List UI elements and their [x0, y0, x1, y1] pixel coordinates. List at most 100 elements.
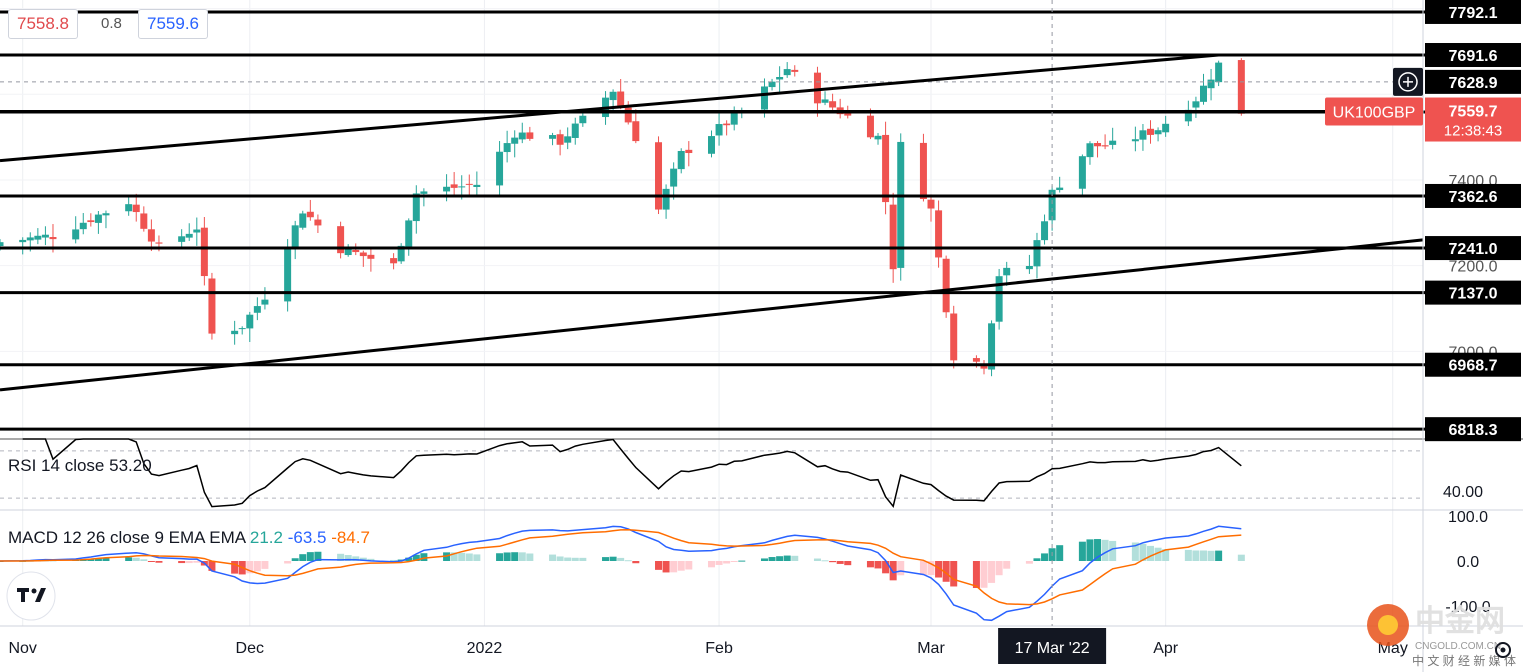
candle [655, 136, 663, 215]
macd-histogram-bar [791, 555, 799, 561]
candle [768, 78, 776, 91]
candle [950, 305, 958, 369]
candle [1056, 176, 1064, 193]
macd-histogram-bar [1199, 550, 1207, 561]
candle [723, 120, 731, 136]
settings-gear-icon[interactable] [1495, 642, 1511, 658]
macd-histogram-bar [253, 561, 261, 572]
macd-histogram-bar [526, 553, 534, 561]
ask-price[interactable]: 7559.6 [138, 9, 208, 39]
price-tick: 7200.0 [1449, 259, 1498, 276]
rsi-line [22, 438, 1242, 508]
macd-histogram-bar [579, 557, 587, 561]
level-label-text: 7362.6 [1449, 189, 1498, 206]
macd-histogram-bar [602, 557, 610, 561]
candle [617, 78, 625, 110]
macd-histogram-bar [193, 561, 201, 563]
add-alert-button[interactable] [1393, 67, 1423, 96]
macd-histogram-bar [1101, 539, 1109, 561]
candle [836, 98, 844, 119]
candle [571, 117, 579, 145]
bid-price[interactable]: 7558.8 [8, 9, 78, 39]
candle [34, 228, 42, 245]
macd-histogram-bar [1078, 541, 1086, 561]
candle [200, 216, 208, 286]
level-price-label: 7792.1 [1425, 0, 1521, 24]
macd-histogram-bar [359, 557, 367, 561]
macd-histogram-bar [738, 560, 746, 562]
trendline[interactable] [0, 53, 1219, 163]
candle [299, 210, 307, 230]
level-label-text: 7691.6 [1449, 48, 1498, 65]
candle [1003, 261, 1011, 286]
macd-histogram-bar [1139, 543, 1147, 561]
current-price-marker: 7559.7 12:38:43 [1425, 97, 1521, 142]
level-price-label: 7362.6 [1425, 183, 1521, 208]
macd-histogram-bar [988, 561, 996, 583]
trendline[interactable] [0, 238, 1424, 392]
macd-histogram-bar [1025, 561, 1033, 564]
macd-histogram-bar [821, 560, 829, 562]
candle [1025, 254, 1033, 274]
candle [1078, 154, 1086, 196]
candle [87, 213, 95, 227]
macd-histogram-bar [155, 561, 163, 563]
candle [367, 249, 375, 272]
candle [776, 66, 784, 93]
candlestick-series [0, 58, 1245, 377]
candle [284, 239, 292, 312]
candle [882, 121, 890, 215]
candle [518, 122, 526, 144]
time-tick-apr: Apr [1153, 640, 1179, 657]
candle [874, 133, 882, 145]
candle [708, 130, 715, 158]
candle [503, 130, 511, 163]
candle [450, 172, 458, 195]
tradingview-logo[interactable] [6, 571, 56, 621]
chart-extras: 中金网 CNGOLD.COM.CN中 文 财 经 新 媒 体 [6, 0, 1516, 668]
candle [102, 210, 110, 229]
macd-histogram-bar [1237, 554, 1245, 561]
level-price-label: 7137.0 [1425, 280, 1521, 305]
level-label-text: 7137.0 [1449, 286, 1498, 303]
time-tick-mar: Mar [917, 640, 945, 657]
macd-histogram-bar [412, 554, 420, 561]
candle [306, 199, 314, 221]
macd-histogram-bar [813, 558, 821, 561]
price-axis[interactable]: 7400.07200.07000.07792.17691.67628.97558… [1325, 0, 1521, 442]
watermark-site: CNGOLD.COM.CN [1415, 641, 1501, 652]
macd-histogram-bar [882, 561, 890, 574]
macd-histogram-bar [405, 557, 413, 561]
crosshair-date-text: 17 Mar '22 [1015, 640, 1090, 657]
candle [19, 237, 27, 255]
macd-histogram-bar [125, 557, 133, 561]
candle [1033, 232, 1041, 279]
macd-histogram-bar [1192, 550, 1200, 561]
macd-signal-line [0, 528, 1242, 606]
macd-histogram-bar [617, 557, 625, 561]
macd-histogram-bar [571, 557, 579, 561]
candle [291, 220, 299, 260]
candle [670, 162, 678, 200]
candle [231, 320, 239, 345]
current-price-label: 7559.7 [1449, 104, 1498, 121]
macd-histogram-bar [284, 561, 292, 564]
macd-histogram-bar [564, 557, 572, 561]
candle [359, 250, 367, 267]
macd-axis-label: 0.0 [1457, 554, 1479, 571]
level-label-text: 7628.9 [1449, 75, 1498, 92]
horizontal-levels[interactable] [0, 10, 1430, 431]
candle [473, 171, 481, 196]
macd-histogram-bar [87, 558, 95, 561]
candle [94, 211, 102, 234]
candle [821, 91, 829, 106]
candle [261, 287, 269, 310]
trendlines[interactable] [0, 53, 1424, 392]
macd-histogram-bar [178, 561, 186, 564]
candle [132, 193, 140, 222]
candle [783, 62, 791, 78]
level-price-label: 6818.3 [1425, 417, 1521, 442]
macd-histogram-bar [185, 561, 193, 564]
